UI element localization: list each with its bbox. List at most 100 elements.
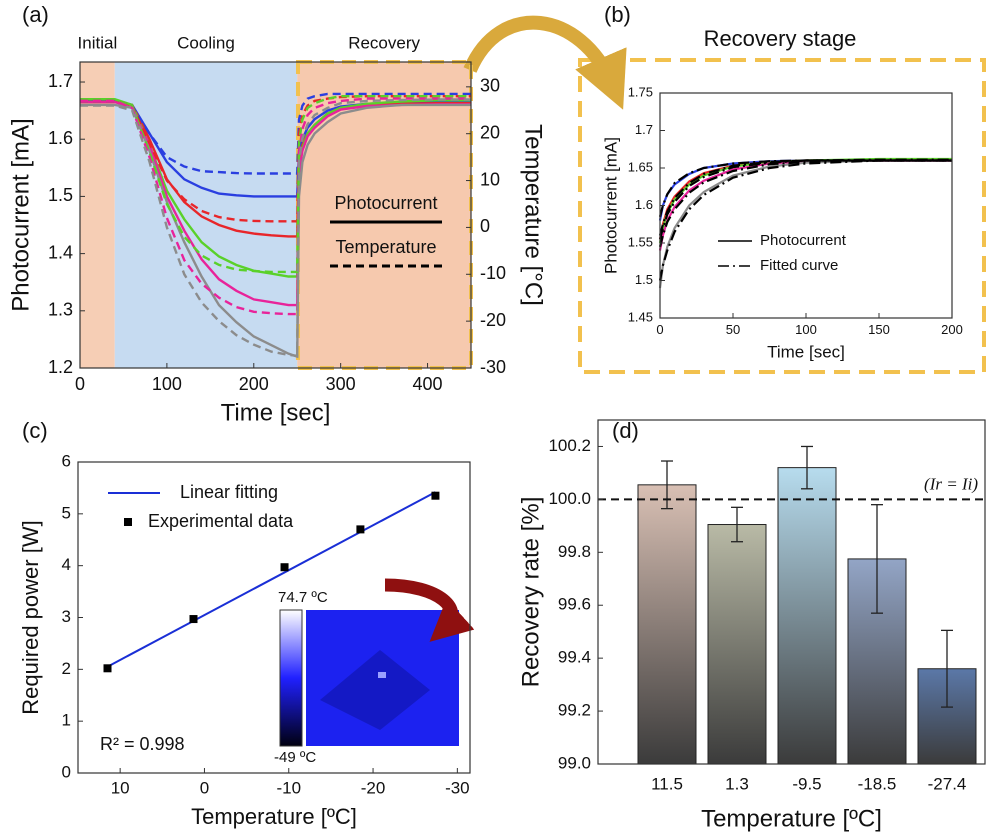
- annotation: R² = 0.998: [100, 734, 185, 754]
- y-tick-label: 1.65: [628, 159, 653, 174]
- data-line: [80, 98, 471, 278]
- y-tick-label: 4: [62, 555, 71, 574]
- legend-label: Experimental data: [148, 511, 294, 531]
- legend-label: Temperature: [335, 237, 436, 257]
- x-axis-label: Temperature [ºC]: [701, 805, 882, 832]
- data-line: [658, 158, 952, 240]
- data-point: [103, 664, 112, 673]
- x-tick-label: 200: [941, 322, 963, 337]
- y-tick-label: 1.6: [48, 128, 73, 148]
- y-tick-label: 1.4: [48, 242, 73, 262]
- y-tick-label: 1.2: [48, 357, 73, 377]
- y-tick-label: 99.2: [558, 701, 591, 720]
- panel-label: (a): [22, 2, 49, 27]
- data-line: [80, 100, 471, 307]
- y-tick-label: 1.7: [635, 122, 653, 137]
- y-tick-label: 5: [62, 503, 71, 522]
- y2-tick-label: 0: [480, 216, 490, 236]
- y2-axis-label: Temperature [°C]: [520, 124, 547, 306]
- y-tick-label: 1.6: [635, 197, 653, 212]
- x-tick-label: 50: [726, 322, 740, 337]
- x-tick-label: 100: [152, 374, 182, 394]
- y-axis-label: Required power [W]: [18, 520, 43, 714]
- plot-frame: [79, 61, 472, 369]
- data-line: [80, 97, 471, 316]
- y2-tick-label: -30: [480, 357, 506, 377]
- y-axis-label: Recovery rate [%]: [517, 497, 544, 688]
- y-tick-label: 1.5: [635, 272, 653, 287]
- phase-label: Initial: [78, 33, 118, 52]
- y-tick-label: 2: [62, 659, 71, 678]
- panel-label: (d): [612, 418, 639, 443]
- x-tick-label: -10: [276, 779, 301, 798]
- y-tick-label: 99.4: [558, 648, 591, 667]
- x-tick-label: 400: [413, 374, 443, 394]
- data-line: [80, 92, 471, 175]
- x-tick-label: 0: [75, 374, 85, 394]
- x-tick-label: -18.5: [858, 774, 897, 793]
- data-line: [658, 159, 952, 248]
- x-tick-label: -20: [361, 779, 386, 798]
- panel-label: (b): [604, 2, 631, 27]
- bar: [637, 484, 697, 765]
- x-axis-label: Time [sec]: [767, 342, 845, 361]
- data-line: [658, 159, 952, 236]
- inset-arrow: [384, 578, 475, 642]
- y2-tick-label: 10: [480, 169, 500, 189]
- data-line: [658, 159, 952, 240]
- bar: [777, 467, 837, 765]
- panel-title: Recovery stage: [704, 26, 857, 51]
- y-tick-label: 1.75: [628, 84, 653, 99]
- data-line: [658, 159, 952, 221]
- x-tick-label: 200: [239, 374, 269, 394]
- colorbar: [279, 609, 303, 747]
- y-tick-label: 3: [62, 607, 71, 626]
- data-line: [80, 95, 471, 223]
- reference-label: (Ir = Ii): [924, 474, 978, 493]
- x-tick-label: 0: [656, 322, 663, 337]
- y-tick-label: 1.45: [628, 309, 653, 324]
- data-line: [658, 159, 952, 218]
- y-tick-label: 1.7: [48, 71, 73, 91]
- thermal-object: [320, 650, 430, 730]
- phase-region: [297, 62, 471, 368]
- data-line: [80, 95, 471, 274]
- phase-region: [80, 62, 115, 368]
- y-tick-label: 1.3: [48, 300, 73, 320]
- y2-tick-label: 30: [480, 76, 500, 96]
- x-tick-label: 100: [795, 322, 817, 337]
- x-tick-label: 1.3: [725, 774, 749, 793]
- thermal-hotspot: [378, 672, 386, 678]
- x-axis-label: Temperature [ºC]: [191, 804, 357, 829]
- x-tick-label: 0: [200, 779, 209, 798]
- fit-line: [107, 491, 436, 668]
- x-tick-label: -30: [445, 779, 470, 798]
- data-point: [356, 525, 365, 534]
- y-axis-label: Photocurrent [mA]: [601, 137, 620, 274]
- panel-label: (c): [22, 418, 48, 443]
- y-tick-label: 100.0: [548, 489, 591, 508]
- y-tick-label: 99.0: [558, 753, 591, 772]
- x-tick-label: 11.5: [651, 774, 683, 793]
- x-tick-label: -9.5: [792, 774, 821, 793]
- y-tick-label: 99.8: [558, 542, 591, 561]
- legend-label: Photocurrent: [334, 193, 437, 213]
- legend-label: Fitted curve: [760, 257, 838, 274]
- colorbar-min-label: -49 ºC: [274, 749, 316, 766]
- data-line: [658, 157, 952, 244]
- y-tick-label: 1: [62, 711, 71, 730]
- legend-swatch: [124, 518, 132, 526]
- background-layer: [80, 62, 471, 368]
- bar: [707, 524, 767, 765]
- y-tick-label: 1.55: [628, 234, 653, 249]
- x-tick-label: -27.4: [928, 774, 967, 793]
- y-tick-label: 100.2: [548, 436, 591, 455]
- data-line: [80, 98, 471, 358]
- phase-region: [114, 62, 298, 368]
- data-line: [658, 159, 952, 281]
- data-point: [431, 491, 440, 500]
- y-axis-label: Photocurrent [mA]: [7, 118, 34, 311]
- x-axis-label: Time [sec]: [221, 399, 331, 426]
- y2-tick-label: -10: [480, 263, 506, 283]
